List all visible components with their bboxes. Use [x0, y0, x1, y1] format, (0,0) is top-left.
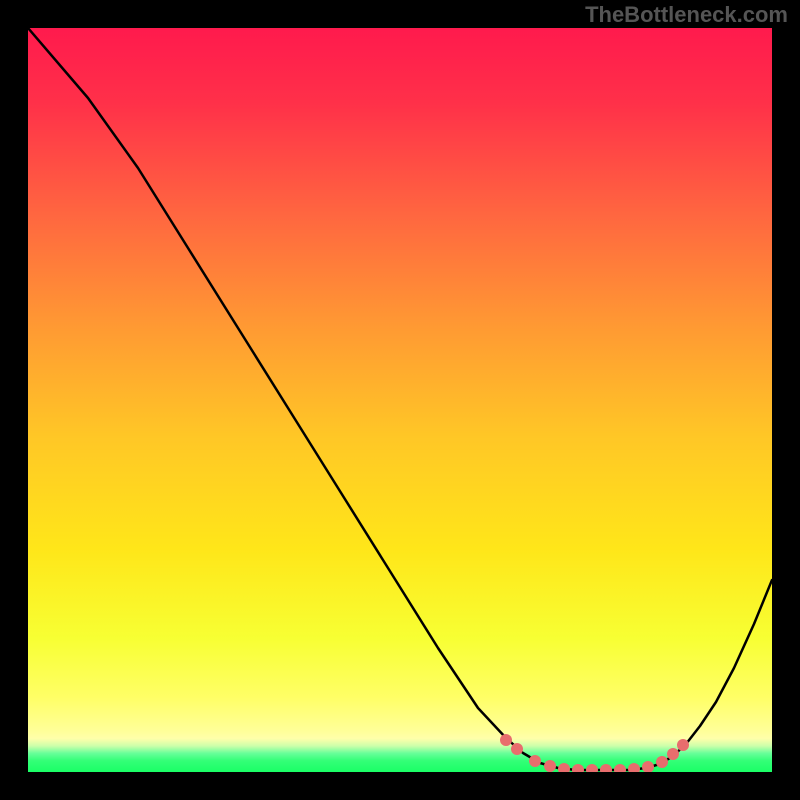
curve-marker	[642, 761, 654, 772]
curve-marker	[614, 764, 626, 772]
plot-area	[28, 28, 772, 772]
curve-marker	[511, 743, 523, 755]
curve-marker	[558, 763, 570, 772]
curve-layer	[28, 28, 772, 772]
curve-marker	[572, 764, 584, 772]
curve-marker	[677, 739, 689, 751]
curve-marker	[656, 756, 668, 768]
curve-marker	[529, 755, 541, 767]
curve-marker	[500, 734, 512, 746]
chart-frame: TheBottleneck.com	[0, 0, 800, 800]
curve-marker	[544, 760, 556, 772]
watermark-text: TheBottleneck.com	[585, 2, 788, 28]
curve-marker	[628, 763, 640, 772]
curve-marker	[600, 764, 612, 772]
curve-marker	[586, 764, 598, 772]
curve-marker	[667, 748, 679, 760]
bottleneck-curve	[28, 28, 772, 770]
